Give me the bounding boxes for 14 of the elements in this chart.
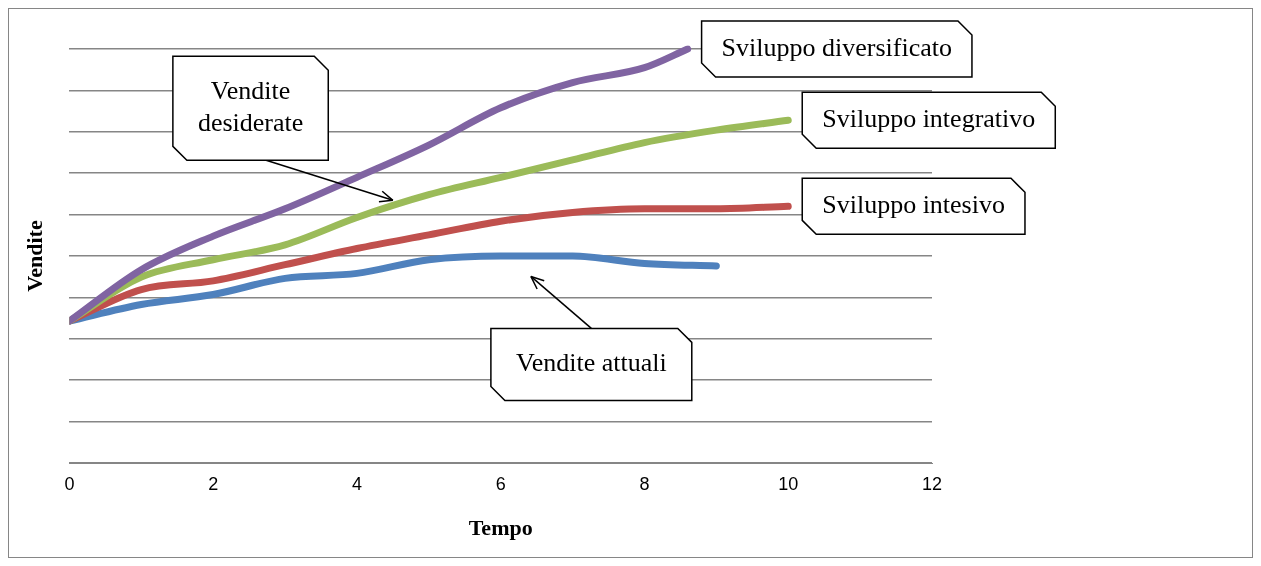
x-axis-title: Tempo [468,515,533,541]
x-tick-label: 2 [208,473,219,494]
x-tick-label: 12 [921,473,943,494]
series-label: Sviluppo diversificato [721,32,952,62]
x-tick-label: 4 [351,473,362,494]
annotation: Vendite desiderate [197,76,304,138]
x-tick-label: 10 [778,473,799,494]
series-label: Sviluppo intesivo [822,190,1005,220]
x-tick-label: 0 [64,473,75,494]
x-tick-label: 6 [495,473,506,494]
series-label: Sviluppo integrativo [822,104,1036,134]
annotation: Vendite attuali [515,348,667,378]
y-axis-title: Vendite [21,220,47,292]
x-tick-label: 8 [639,473,650,494]
